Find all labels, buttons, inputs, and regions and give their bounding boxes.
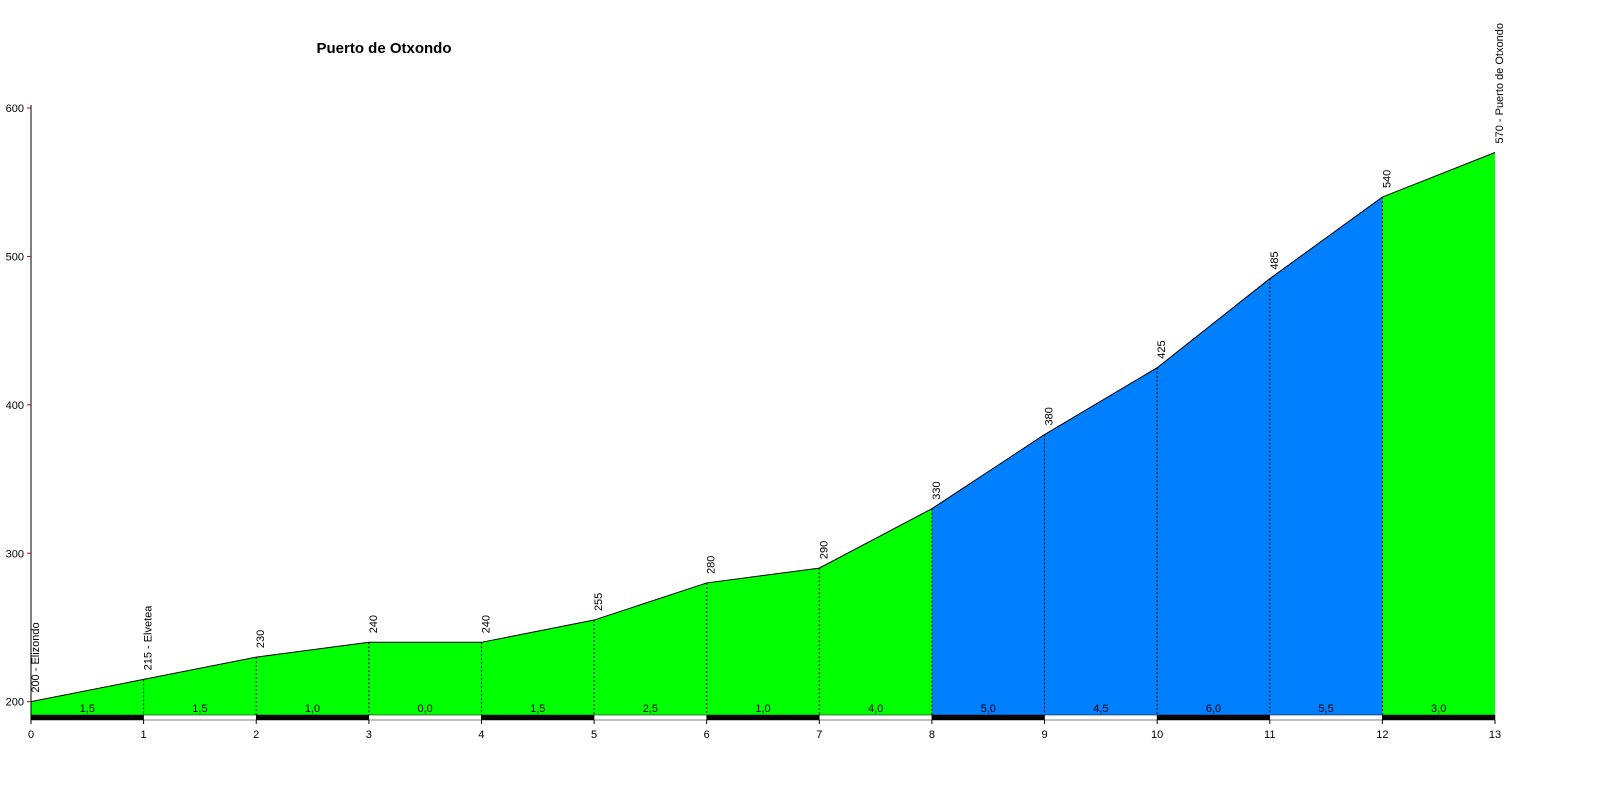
- x-tick-label: 5: [591, 729, 597, 741]
- gradient-label: 1,5: [530, 703, 545, 715]
- point-label: 280: [706, 556, 718, 574]
- km-strip: [143, 714, 257, 721]
- x-tick-label: 4: [478, 729, 484, 741]
- x-tick-label: 7: [816, 729, 822, 741]
- km-strip: [931, 714, 1045, 721]
- gradient-label: 6,0: [1206, 703, 1221, 715]
- segment-area: [1382, 152, 1495, 719]
- point-label: 240: [480, 615, 492, 633]
- point-label: 380: [1044, 407, 1056, 425]
- x-tick-label: 3: [366, 729, 372, 741]
- gradient-label: 4,5: [1093, 703, 1108, 715]
- x-tick-label: 11: [1264, 729, 1275, 741]
- x-tick-label: 8: [929, 729, 935, 741]
- segment-area: [706, 568, 820, 718]
- segment-area: [31, 679, 144, 718]
- segment-area: [931, 434, 1045, 718]
- point-label: 255: [593, 593, 605, 611]
- x-tick-label: 9: [1041, 729, 1047, 741]
- km-strip: [255, 714, 370, 721]
- gradient-label: 1,0: [305, 703, 320, 715]
- segment-area: [819, 508, 932, 718]
- segment-area: [1157, 278, 1270, 718]
- point-label: 485: [1269, 251, 1281, 269]
- km-strip: [1044, 714, 1158, 721]
- gradient-label: 5,0: [981, 703, 996, 715]
- point-label: 230: [255, 630, 267, 648]
- segment-area: [368, 642, 482, 718]
- point-label: 240: [368, 615, 380, 633]
- gradient-label: 1,0: [755, 703, 770, 715]
- km-strip: [819, 714, 933, 721]
- gradient-label: 3,0: [1431, 703, 1446, 715]
- segment-area: [256, 642, 369, 718]
- km-strip: [30, 714, 144, 721]
- profile-line: [30, 152, 1496, 703]
- point-label: 540: [1381, 170, 1393, 188]
- y-tick-label: 300: [6, 548, 24, 560]
- segment-area: [143, 657, 257, 718]
- gradient-label: 2,5: [643, 703, 658, 715]
- km-strip: [1382, 714, 1496, 721]
- km-strip: [1269, 714, 1383, 721]
- point-label: 200 - Elizondo: [30, 622, 42, 692]
- segment-area: [1269, 197, 1383, 719]
- y-tick-label: 500: [6, 251, 24, 263]
- point-label: 425: [1156, 340, 1168, 358]
- point-label: 290: [818, 541, 830, 559]
- segment-area: [481, 620, 595, 718]
- km-strip: [1156, 714, 1271, 721]
- gradient-label: 0,0: [418, 703, 433, 715]
- x-tick-label: 6: [704, 729, 710, 741]
- point-label: 215 - Elvetea: [143, 605, 155, 671]
- x-tick-label: 1: [141, 729, 147, 741]
- x-tick-label: 13: [1489, 729, 1501, 741]
- km-strip: [593, 714, 707, 721]
- segment-area: [1044, 367, 1158, 718]
- segment-area: [594, 582, 707, 718]
- chart-title: Puerto de Otxondo: [317, 40, 452, 57]
- x-tick-label: 2: [253, 729, 259, 741]
- gradient-label: 4,0: [868, 703, 883, 715]
- y-tick-label: 200: [6, 697, 24, 709]
- y-tick-label: 600: [6, 103, 24, 115]
- x-tick-label: 0: [28, 729, 34, 741]
- km-strip: [481, 714, 595, 721]
- x-tick-label: 12: [1376, 729, 1388, 741]
- km-strip: [706, 714, 820, 721]
- km-strip: [368, 714, 482, 721]
- gradient-label: 1,5: [192, 703, 207, 715]
- point-label: 330: [931, 481, 943, 499]
- gradient-label: 1,5: [80, 703, 95, 715]
- gradient-label: 5,5: [1318, 703, 1333, 715]
- point-label: 570 - Puerto de Otxondo: [1494, 23, 1506, 143]
- x-tick-label: 10: [1151, 729, 1163, 741]
- y-tick-label: 400: [6, 400, 24, 412]
